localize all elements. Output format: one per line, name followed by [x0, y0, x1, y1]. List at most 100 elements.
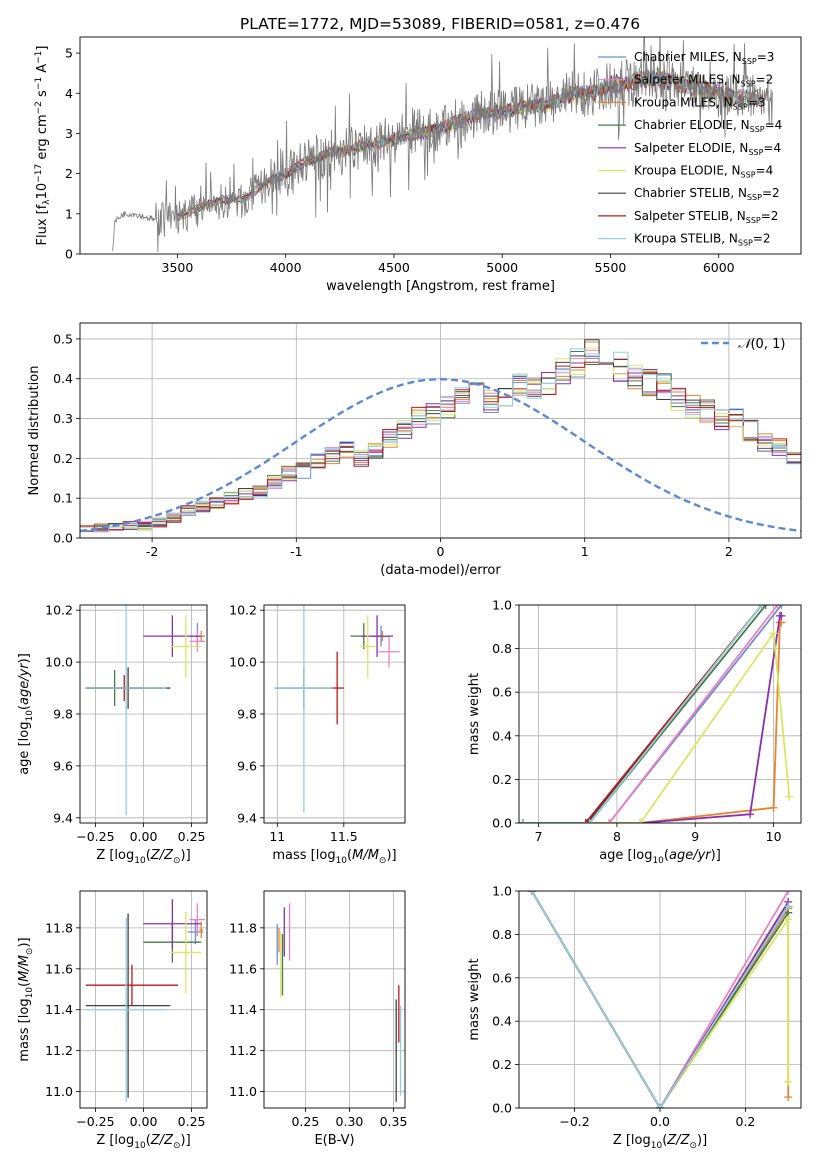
y-tick-label: 9.4: [53, 810, 73, 825]
cumulative-marker: [585, 819, 594, 823]
histogram-step: [80, 339, 801, 532]
y-tick-label: 0.3: [53, 411, 73, 426]
legend-label: Kroupa STELIB, NSSP=2: [634, 232, 771, 248]
cumulative-marker: [636, 819, 645, 823]
x-tick-label: 0.25: [291, 1114, 319, 1129]
cumulative-marker: [519, 819, 527, 823]
x-tick-label: 4500: [378, 260, 410, 275]
y-tick-label: 11.6: [45, 961, 73, 976]
x-tick-label: -2: [146, 544, 158, 559]
spectrum-chart: 3500 4000 4500 5000 5500 6000 0 1 2 3 4 5 wavelength…: [34, 36, 802, 294]
cumulative-marker: [757, 605, 766, 609]
cumulative-line: [522, 605, 767, 823]
y-tick-label: 10.0: [45, 655, 73, 670]
y-tick-label: 9.8: [237, 707, 257, 722]
x-tick-label: 0: [437, 544, 445, 559]
figure-title: PLATE=1772, MJD=53089, FIBERID=0581, z=0…: [240, 15, 640, 33]
y-tick-label: 0: [65, 247, 73, 262]
x-tick-label: 5500: [595, 260, 627, 275]
x-axis-label: age [log10(age/yr)]: [599, 848, 721, 866]
cumulative-line: [522, 605, 779, 823]
data-spectrum-line: [112, 37, 773, 253]
x-tick-label: 11.5: [330, 829, 358, 844]
cumulative-age-panel: 7 8 9 10 0.0 0.2 0.4 0.6 0.8 1.0 age [log10(age/yr…: [467, 598, 802, 866]
y-tick-label: 11.0: [229, 1084, 257, 1099]
y-tick-label: 0.2: [492, 772, 512, 787]
age-vs-Z-panel: −0.25 0.00 0.25 9.4 9.6 9.8 10.0 10.2 Z [log10(Z…: [17, 603, 208, 866]
cumulative-marker: [769, 629, 778, 638]
x-tick-label: 2: [725, 544, 733, 559]
y-tick-label: 4: [65, 86, 73, 101]
y-axis-label: mass weight: [467, 673, 482, 755]
mass-vs-EBV-panel: 0.25 0.30 0.35 11.0 11.2 11.4 11.6 11.8 E(B-V): [229, 890, 407, 1148]
cumulative-marker: [784, 902, 793, 911]
cumulative-line: [522, 630, 791, 823]
y-tick-label: 0.5: [53, 331, 73, 346]
y-tick-label: 0.6: [492, 685, 512, 700]
cumulative-marker: [656, 1104, 664, 1108]
y-axis-label: age [log10(age/yr)]: [17, 653, 35, 775]
legend-label: 𝒩(0, 1): [738, 337, 785, 352]
x-tick-label: 7: [535, 829, 543, 844]
cumulative-marker: [785, 792, 794, 801]
mass-vs-Z-panel: −0.25 0.00 0.25 11.0 11.2 11.4 11.6 11.8 Z [log1…: [17, 890, 208, 1151]
cumulative-marker: [777, 611, 786, 620]
x-tick-label: 0.2: [736, 1114, 756, 1129]
legend-label: Chabrier ELODIE, NSSP=4: [634, 118, 782, 134]
histogram-step: [80, 355, 801, 532]
x-tick-label: 0.00: [130, 829, 158, 844]
cumulative-marker: [746, 810, 755, 819]
histogram-step: [80, 348, 801, 532]
y-tick-label: 11.8: [45, 920, 73, 935]
x-tick-label: 11: [269, 829, 285, 844]
cumulative-marker: [527, 891, 536, 895]
x-tick-label: -1: [290, 544, 302, 559]
legend-label: Salpeter MILES, NSSP=2: [634, 73, 773, 89]
y-tick-label: 2: [65, 166, 73, 181]
legend-label: Chabrier MILES, NSSP=3: [634, 50, 774, 66]
cumulative-marker: [605, 819, 614, 823]
y-tick-label: 11.8: [229, 920, 257, 935]
histogram-step: [80, 359, 801, 531]
axes-frame: [518, 604, 802, 824]
legend-label: Chabrier STELIB, NSSP=2: [634, 186, 780, 202]
cumulative-marker: [784, 1093, 793, 1102]
y-tick-label: 1: [65, 206, 73, 221]
x-tick-label: −0.25: [76, 1114, 114, 1129]
y-tick-label: 0.6: [492, 970, 512, 985]
y-tick-label: 5: [65, 46, 73, 61]
legend-label: Kroupa MILES, NSSP=3: [634, 95, 765, 111]
y-tick-label: 11.2: [45, 1043, 73, 1058]
y-tick-label: 0.2: [53, 451, 73, 466]
y-tick-label: 9.8: [53, 707, 73, 722]
y-tick-label: 0.0: [53, 531, 73, 546]
axes-frame: [518, 890, 802, 1109]
y-tick-label: 9.6: [237, 758, 257, 773]
y-tick-label: 0.4: [492, 728, 512, 743]
cumulative-marker: [784, 915, 793, 924]
age-vs-mass-panel: 11 11.5 9.4 9.6 9.8 10.0 10.2 mass [log10(M/M⊙)…: [229, 603, 406, 866]
residual-histogram: -2 -1 0 1 2 0.0 0.1 0.2 0.3 0.4 0.5 (data-model)/er…: [27, 322, 802, 578]
cumulative-marker: [784, 1077, 793, 1086]
cumulative-Z-panel: −0.2 0.0 0.2 0.0 0.2 0.4 0.6 0.8 1.0 Z [log10(Z/Z…: [467, 884, 802, 1151]
cumulative-line: [522, 621, 782, 823]
y-tick-label: 9.4: [237, 810, 257, 825]
y-axis-label: mass weight: [467, 958, 482, 1040]
x-tick-label: −0.25: [76, 829, 114, 844]
cumulative-marker: [773, 605, 782, 609]
cumulative-marker: [581, 819, 590, 823]
cumulative-line: [522, 605, 763, 823]
axes-frame: [79, 890, 208, 1109]
y-tick-label: 10.0: [229, 655, 257, 670]
legend-label: Salpeter STELIB, NSSP=2: [634, 209, 778, 225]
x-axis-label: (data-model)/error: [380, 563, 501, 578]
cumulative-marker: [761, 605, 770, 609]
x-axis-label: E(B-V): [314, 1133, 354, 1148]
x-tick-label: 1: [581, 544, 589, 559]
gaussian-curve: [80, 377, 801, 533]
axes-frame: [263, 890, 406, 1109]
x-tick-label: 0.30: [336, 1114, 364, 1129]
cumulative-marker: [769, 803, 778, 812]
histogram-step: [80, 341, 801, 532]
y-axis-label: Normed distribution: [27, 366, 42, 496]
